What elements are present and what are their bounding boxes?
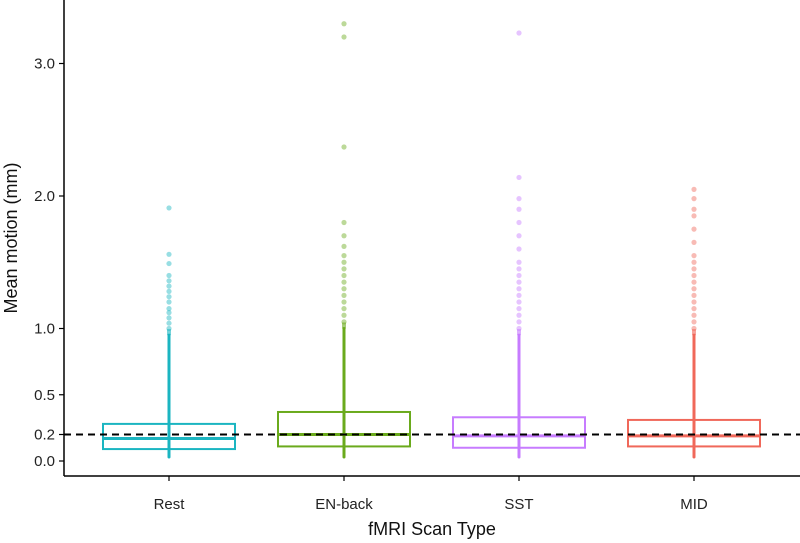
outlier-point <box>341 266 347 272</box>
outlier-point <box>341 219 347 226</box>
outlier-point <box>516 325 522 332</box>
outlier-point <box>341 286 347 292</box>
outlier-point <box>341 319 347 325</box>
outlier-point <box>516 206 522 212</box>
outlier-point <box>516 279 522 285</box>
outlier-point <box>691 253 697 259</box>
box-group-en-back <box>277 21 411 459</box>
outlier-point <box>691 226 697 232</box>
outlier-point <box>516 319 522 325</box>
outlier-point <box>166 272 172 279</box>
outlier-point <box>516 299 522 305</box>
outlier-point <box>341 144 347 150</box>
x-axis-title: fMRI Scan Type <box>368 519 496 539</box>
box-group-rest <box>102 205 236 459</box>
outlier-point <box>341 34 347 40</box>
outlier-point <box>166 260 172 267</box>
box-rect <box>102 422 236 451</box>
outlier-point <box>691 272 697 279</box>
y-axis-ticks: 0.0 0.2 0.5 1.0 2.0 3.0 <box>34 56 64 470</box>
outlier-point <box>341 259 347 265</box>
outlier-point <box>166 320 172 326</box>
outlier-point <box>166 288 172 294</box>
outlier-point <box>341 292 347 298</box>
outlier-point <box>516 272 522 279</box>
outlier-point <box>516 246 522 252</box>
outlier-point <box>516 30 522 36</box>
outlier-point <box>691 239 697 245</box>
box-rect <box>627 418 761 448</box>
outlier-point <box>691 319 697 325</box>
outlier-point <box>166 306 172 312</box>
outlier-point <box>691 312 697 318</box>
outlier-point <box>166 294 172 300</box>
outlier-point <box>341 272 347 279</box>
y-tick-label: 1.0 <box>34 321 55 338</box>
outlier-point <box>516 219 522 226</box>
outlier-point <box>516 259 522 265</box>
outlier-point <box>691 186 697 192</box>
outlier-point <box>516 266 522 272</box>
outlier-point <box>166 205 172 211</box>
outlier-point <box>341 299 347 305</box>
outlier-point <box>341 233 347 239</box>
outlier-point <box>341 21 347 27</box>
box-rect <box>452 416 586 449</box>
y-tick-label: 3.0 <box>34 56 55 73</box>
outlier-point <box>166 283 172 289</box>
outlier-point <box>516 306 522 312</box>
outlier-point <box>691 279 697 285</box>
outlier-point <box>341 306 347 312</box>
outlier-point <box>516 286 522 292</box>
box-rect <box>277 410 411 448</box>
outlier-point <box>516 174 522 181</box>
box-group-mid <box>627 186 761 459</box>
outlier-point <box>341 253 347 259</box>
outlier-point <box>516 292 522 298</box>
outlier-point <box>691 286 697 292</box>
outlier-point <box>691 206 697 212</box>
plot-area <box>64 21 800 459</box>
y-tick-label: 0.2 <box>34 427 55 444</box>
outlier-point <box>691 325 697 332</box>
outlier-point <box>691 196 697 202</box>
y-tick-label: 0.5 <box>34 387 55 404</box>
x-tick-label: Rest <box>154 496 186 513</box>
y-axis-title: Mean motion (mm) <box>1 162 21 313</box>
outlier-point <box>166 251 172 257</box>
x-axis-ticks: Rest EN-back SST MID <box>154 476 708 513</box>
y-tick-label: 2.0 <box>34 188 55 205</box>
outlier-point <box>691 213 697 219</box>
outlier-point <box>691 292 697 298</box>
outlier-point <box>166 278 172 284</box>
x-tick-label: SST <box>504 496 533 513</box>
y-tick-label: 0.0 <box>34 453 55 470</box>
outlier-point <box>341 279 347 285</box>
outlier-point <box>691 259 697 265</box>
box-group-sst <box>452 30 586 459</box>
x-tick-label: MID <box>680 496 708 513</box>
outlier-point <box>691 266 697 272</box>
outlier-point <box>341 312 347 318</box>
outlier-point <box>166 315 172 321</box>
outlier-point <box>516 196 522 202</box>
x-tick-label: EN-back <box>315 496 373 513</box>
outlier-point <box>516 312 522 318</box>
outlier-point <box>166 325 172 332</box>
outlier-point <box>166 310 172 316</box>
outlier-point <box>691 306 697 312</box>
outlier-point <box>691 299 697 305</box>
outlier-point <box>516 233 522 239</box>
outlier-point <box>166 299 172 305</box>
outlier-point <box>341 243 347 249</box>
